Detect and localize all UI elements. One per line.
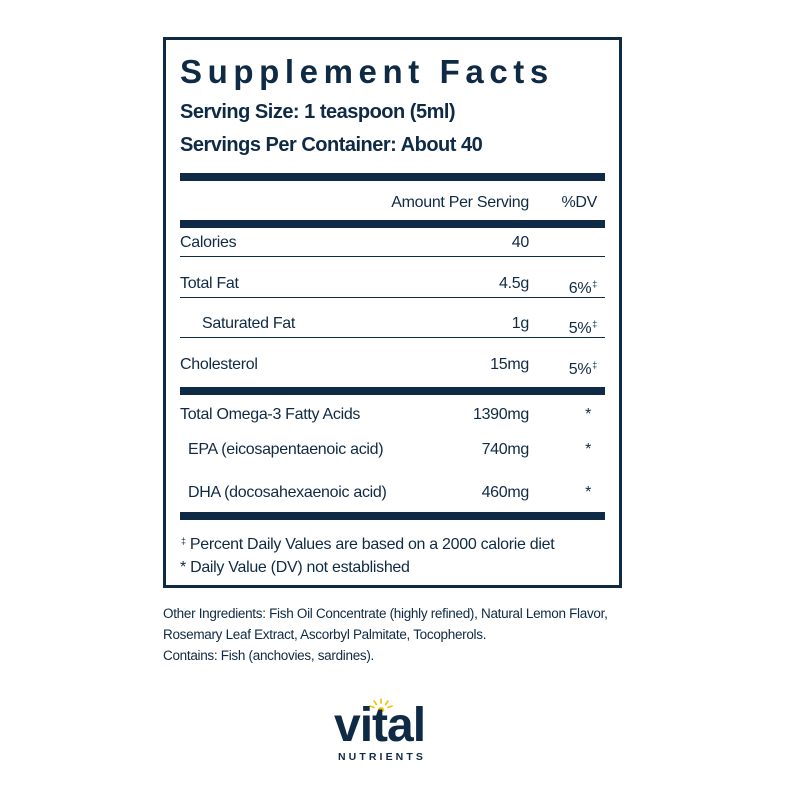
nutrient-dv: 5%‡ <box>568 314 598 339</box>
nutrient-row: DHA (docosahexaenoic acid) 460mg * <box>180 473 605 513</box>
nutrient-dv: 5%‡ <box>568 355 598 380</box>
divider-thick <box>180 220 605 228</box>
dv-value: 5% <box>568 361 592 378</box>
nutrient-amount: 740mg <box>481 441 530 458</box>
divider-thick <box>180 173 605 181</box>
dv-mark: ‡ <box>592 319 597 329</box>
panel-title: Supplement Facts <box>180 53 554 90</box>
header-row: Amount Per Serving %DV <box>180 183 605 223</box>
footnote-text: Percent Daily Values are based on a 2000… <box>189 536 555 553</box>
divider-thin <box>180 256 605 257</box>
brand-logo: vital NUTRIENTS <box>334 698 462 770</box>
nutrient-dv: * <box>585 441 591 458</box>
servings-per-container: Servings Per Container: About 40 <box>180 134 483 156</box>
nutrient-name: DHA (docosahexaenoic acid) <box>188 484 387 501</box>
footnote-dv-basis: ‡ Percent Daily Values are based on a 20… <box>180 531 555 555</box>
nutrient-dv: * <box>585 484 591 501</box>
ingredients-line: Rosemary Leaf Extract, Ascorbyl Palmitat… <box>163 627 487 642</box>
nutrient-row: EPA (eicosapentaenoic acid) 740mg * <box>180 430 605 470</box>
footnote-mark: ‡ <box>181 536 186 546</box>
nutrient-row: Cholesterol 15mg 5%‡ <box>180 345 605 385</box>
nutrient-name: Cholesterol <box>180 356 258 373</box>
footnote-dv-not-established: * Daily Value (DV) not established <box>180 559 410 576</box>
divider-thick <box>180 387 605 395</box>
divider-thick <box>180 512 605 520</box>
serving-size: Serving Size: 1 teaspoon (5ml) <box>180 101 456 123</box>
logo-subtitle: NUTRIENTS <box>338 751 426 763</box>
header-dv: %DV <box>561 194 597 211</box>
ingredients-block: Other Ingredients: Fish Oil Concentrate … <box>163 603 653 666</box>
nutrient-name: Total Fat <box>180 275 239 292</box>
dv-value: 6% <box>568 280 592 297</box>
nutrient-amount: 1g <box>511 315 530 332</box>
header-amount: Amount Per Serving <box>391 194 529 211</box>
divider-thin <box>180 297 605 298</box>
supplement-facts-panel: Supplement Facts Serving Size: 1 teaspoo… <box>163 37 622 588</box>
nutrient-amount: 40 <box>511 234 530 251</box>
nutrient-dv: * <box>585 406 591 423</box>
nutrient-amount: 460mg <box>481 484 530 501</box>
nutrient-name: Calories <box>180 234 237 251</box>
nutrient-row: Total Omega-3 Fatty Acids 1390mg * <box>180 395 605 435</box>
nutrient-row: Total Fat 4.5g 6%‡ <box>180 264 605 304</box>
nutrient-dv: 6%‡ <box>568 274 598 299</box>
dv-value: 5% <box>568 320 592 337</box>
dv-mark: ‡ <box>592 360 597 370</box>
contains-line: Contains: Fish (anchovies, sardines). <box>163 648 374 663</box>
logo-wordmark: vital <box>334 699 426 752</box>
divider-thin <box>180 337 605 338</box>
nutrient-amount: 15mg <box>490 356 529 373</box>
nutrient-amount: 1390mg <box>472 406 529 423</box>
nutrient-name: Total Omega-3 Fatty Acids <box>180 406 361 423</box>
nutrient-name: EPA (eicosapentaenoic acid) <box>188 441 384 458</box>
ingredients-line: Other Ingredients: Fish Oil Concentrate … <box>163 606 608 621</box>
nutrient-name: Saturated Fat <box>202 315 296 332</box>
nutrient-row: Calories 40 <box>180 223 605 263</box>
sun-icon <box>369 698 393 712</box>
nutrient-row: Saturated Fat 1g 5%‡ <box>180 304 605 344</box>
dv-mark: ‡ <box>592 279 597 289</box>
nutrient-amount: 4.5g <box>499 275 529 292</box>
